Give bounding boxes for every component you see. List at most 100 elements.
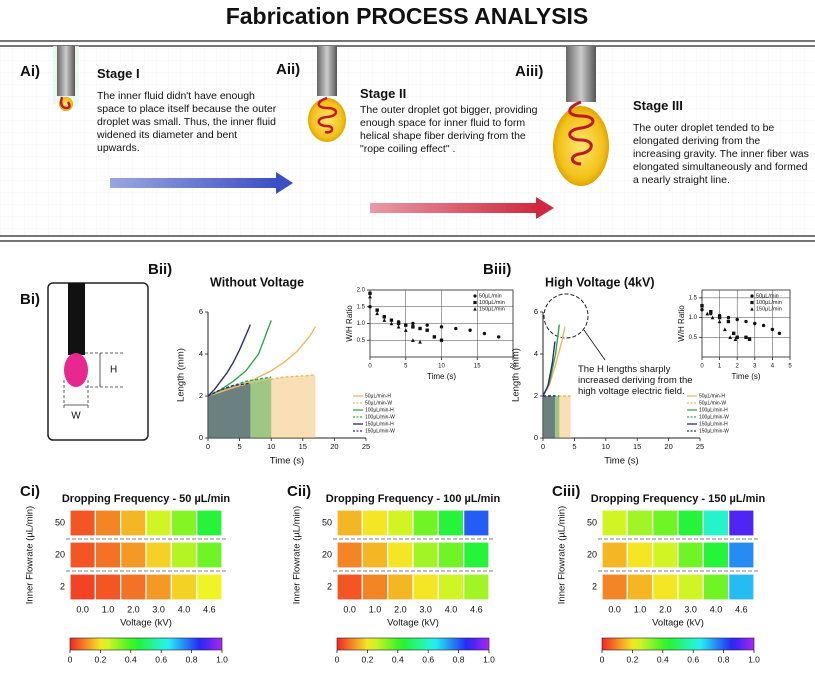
- colorbar-tick-label: 0.8: [453, 654, 465, 664]
- y-tick-label: 2.0: [357, 288, 366, 294]
- heatmap-cell: [361, 573, 389, 601]
- x-tick-label: 5: [404, 364, 408, 370]
- x-tick-label: 25: [696, 442, 704, 451]
- point: [750, 300, 754, 305]
- point: [735, 335, 739, 339]
- line: [542, 341, 556, 397]
- point: [468, 328, 472, 332]
- heatmap-cell: [170, 573, 198, 601]
- y-axis-label: Length (mm): [176, 348, 187, 402]
- legend-label: 150µL/min-H: [365, 421, 394, 427]
- x-tick-label: 3.0: [684, 604, 697, 614]
- heatmap-cell: [437, 509, 465, 537]
- chart-title: High Voltage (4kV): [545, 275, 655, 289]
- x-tick-label: 25: [362, 442, 370, 451]
- line: [207, 324, 251, 397]
- legend-label: 100µL/min-W: [365, 414, 395, 420]
- panel-label: Bii): [148, 261, 172, 278]
- y-axis-label: Inner Flowrate (µL/min): [557, 506, 568, 604]
- y-tick-label: 2: [199, 391, 203, 400]
- droplet-diagram: [47, 282, 149, 441]
- heatmap-cell: [196, 573, 223, 601]
- chart-title: Dropping Frequency - 150 µL/min: [591, 493, 766, 505]
- heatmap-cell: [145, 573, 172, 601]
- point: [382, 318, 387, 322]
- point: [411, 321, 415, 326]
- y-axis-label: Inner Flowrate (µL/min): [25, 506, 36, 604]
- point: [770, 327, 775, 332]
- x-tick-label: 2: [736, 364, 740, 370]
- legend-label: 50µL/min: [756, 293, 779, 299]
- y-tick-label: 20: [55, 549, 65, 559]
- x-tick-label: 0.0: [343, 604, 356, 614]
- x-axis-label: Voltage (kV): [387, 618, 439, 629]
- point: [473, 300, 477, 305]
- colorbar-tick-label: 0.4: [392, 654, 404, 664]
- x-axis-label: Voltage (kV): [652, 618, 704, 629]
- point: [368, 305, 372, 309]
- y-tick-label: 0: [199, 433, 203, 442]
- y-tick-label: 2: [534, 391, 538, 400]
- x-tick-label: 3: [753, 364, 757, 370]
- heatmap-cell: [336, 541, 363, 569]
- colorbar-tick-label: 1.0: [483, 654, 495, 664]
- heatmap-cell: [94, 573, 122, 601]
- point: [425, 323, 429, 327]
- line: [207, 374, 316, 397]
- colorbar-tick-label: 0.2: [94, 654, 106, 664]
- y-tick-label: 4: [199, 349, 203, 358]
- x-tick-label: 0: [700, 364, 704, 370]
- colorbar-tick-label: 0.6: [687, 654, 699, 664]
- heatmap-cell: [69, 573, 96, 601]
- heatmap-cell: [120, 573, 147, 601]
- y-axis-label: Inner Flowrate (µL/min): [292, 506, 303, 604]
- point: [726, 315, 731, 320]
- stage-illustrations: [53, 46, 609, 219]
- legend-label: 150µL/min-W: [365, 428, 395, 434]
- heatmap-cell: [94, 541, 122, 569]
- y-tick-label: 0.5: [357, 338, 366, 344]
- y-tick-label: 1.5: [357, 304, 366, 310]
- x-tick-label: 1.0: [102, 604, 115, 614]
- stage-title: Stage III: [633, 98, 683, 113]
- point: [411, 338, 415, 342]
- line: [207, 382, 251, 397]
- y-axis-label: W/H Ratio: [345, 305, 354, 342]
- x-tick-label: 0: [541, 442, 545, 451]
- heatmap-cell: [626, 509, 654, 537]
- heatmap-cell: [463, 573, 490, 601]
- point: [728, 335, 733, 339]
- point: [717, 315, 722, 320]
- colorbar: [336, 637, 490, 651]
- point: [750, 307, 754, 311]
- y-tick-label: 0.5: [689, 335, 698, 341]
- point: [389, 318, 394, 322]
- point: [710, 315, 715, 320]
- x-axis-label: Time (s): [427, 372, 456, 381]
- colorbar: [601, 637, 755, 651]
- stage-title: Stage II: [360, 86, 407, 101]
- y-tick-label: 1.0: [689, 315, 698, 321]
- x-tick-label: 4.6: [203, 604, 216, 614]
- legend-label: 50µL/min-H: [365, 393, 391, 399]
- x-tick-label: 0.0: [608, 604, 621, 614]
- stage-label: Aii): [276, 61, 300, 78]
- x-axis-label: Time (s): [604, 456, 638, 467]
- area: [543, 396, 571, 438]
- x-tick-label: 1.0: [369, 604, 382, 614]
- stage-text: The inner fluid didn't have enough space…: [97, 90, 277, 154]
- width-label: W: [71, 411, 81, 422]
- x-tick-label: 20: [510, 364, 517, 370]
- colorbar-tick-label: 0: [600, 654, 605, 664]
- heatmap-cell: [652, 509, 679, 537]
- heatmap-cell: [120, 541, 147, 569]
- y-axis-label: W/H Ratio: [677, 305, 686, 342]
- point: [375, 308, 379, 312]
- heatmap-cell: [626, 573, 654, 601]
- stage-text: The outer droplet tended to be elongated…: [633, 122, 809, 186]
- panel-label: Cii): [287, 483, 311, 500]
- point: [418, 339, 422, 344]
- stage-label: Ai): [20, 63, 40, 80]
- x-tick-label: 1: [718, 364, 722, 370]
- point: [700, 308, 704, 312]
